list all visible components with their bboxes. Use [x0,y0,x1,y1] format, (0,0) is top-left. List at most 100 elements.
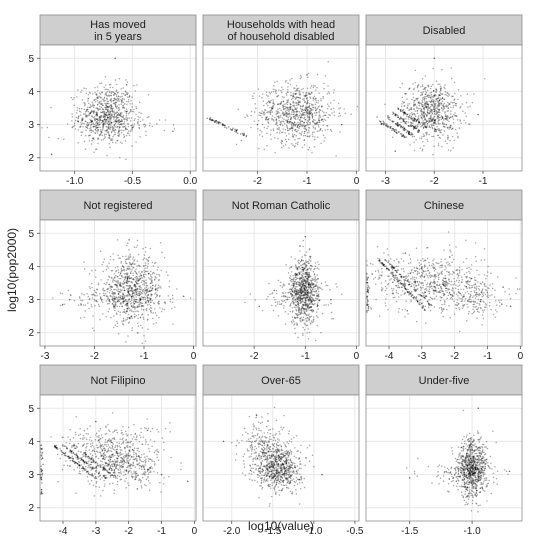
data-point [127,96,129,98]
data-point [439,290,441,292]
data-point [287,104,289,106]
data-point [281,300,283,302]
data-point [159,119,161,121]
data-point [412,83,414,85]
data-point [307,132,309,134]
data-point [145,134,147,136]
data-point [305,302,307,304]
data-point [285,108,287,110]
data-point [137,311,139,313]
data-point [419,108,421,110]
data-point [217,121,219,123]
data-point [289,277,291,279]
data-point [329,115,331,117]
data-point [281,147,283,149]
data-point [294,122,296,124]
data-point [459,270,461,272]
data-point [313,319,315,321]
data-point [439,95,441,97]
data-point [460,123,462,125]
data-point [126,319,128,321]
data-point [60,292,62,294]
data-point [311,303,313,305]
data-point [308,314,310,316]
data-point [267,126,269,128]
data-point [408,134,410,136]
data-point [427,258,429,260]
data-point [113,116,115,118]
data-point [283,104,285,106]
data-point [92,101,94,103]
data-point [414,82,416,84]
data-point [104,283,106,285]
data-point [285,112,287,114]
data-point [283,106,285,108]
data-point [302,301,304,303]
data-point [122,265,124,267]
data-point [410,132,412,134]
data-point [265,109,267,111]
data-point [80,111,82,113]
data-point [421,100,423,102]
data-point [117,286,119,288]
data-point [444,294,446,296]
data-point [109,299,111,301]
data-point [298,272,300,274]
data-point [466,267,468,269]
data-point [166,271,168,273]
data-point [273,120,275,122]
data-point [383,123,385,125]
data-point [318,119,320,121]
data-point [384,104,386,106]
data-point [385,280,387,282]
data-point [131,296,133,298]
data-point [129,135,131,137]
data-point [325,281,327,283]
data-point [292,319,294,321]
data-point [280,282,282,284]
data-point [110,111,112,113]
data-point [414,114,416,116]
data-point [297,143,299,145]
data-point [436,80,438,82]
data-point [122,287,124,289]
data-point [277,108,279,110]
data-point [447,117,449,119]
data-point [102,313,104,315]
data-point [433,109,435,111]
data-point [97,129,99,131]
data-point [426,98,428,100]
data-point [302,335,304,337]
data-point [291,284,293,286]
data-point [168,295,170,297]
data-point [125,125,127,127]
data-point [154,285,156,287]
data-point [304,101,306,103]
data-point [405,113,407,115]
data-point [403,260,405,262]
data-point [130,272,132,274]
data-point [262,124,264,126]
data-point [312,117,314,119]
data-point [312,291,314,293]
data-point [312,126,314,128]
data-point [441,93,443,95]
data-point [99,108,101,110]
data-point [127,258,129,260]
data-point [276,110,278,112]
data-point [289,116,291,118]
data-point [311,287,313,289]
data-point [479,289,481,291]
data-point [448,149,450,151]
data-point [137,121,139,123]
data-point [115,280,117,282]
data-point [309,259,311,261]
data-point [123,320,125,322]
data-point [110,295,112,297]
data-point [102,289,104,291]
data-point [86,110,88,112]
data-point [258,148,260,150]
data-point [290,256,292,258]
data-point [74,300,76,302]
